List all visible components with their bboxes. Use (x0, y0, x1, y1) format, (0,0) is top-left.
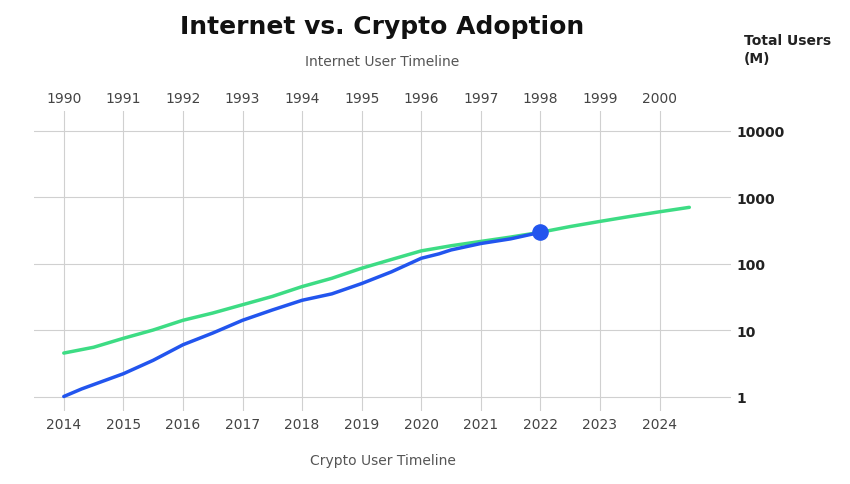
Text: Internet User Timeline: Internet User Timeline (305, 55, 460, 69)
Point (534, 229, 547, 237)
Legend: Total Internet
Users (M), Total Crypto
Users (M): Total Internet Users (M), Total Crypto U… (195, 477, 501, 484)
Text: Internet vs. Crypto Adoption: Internet vs. Crypto Adoption (180, 15, 585, 38)
Text: Crypto User Timeline: Crypto User Timeline (309, 454, 456, 468)
Text: Total Users
(M): Total Users (M) (744, 34, 830, 66)
